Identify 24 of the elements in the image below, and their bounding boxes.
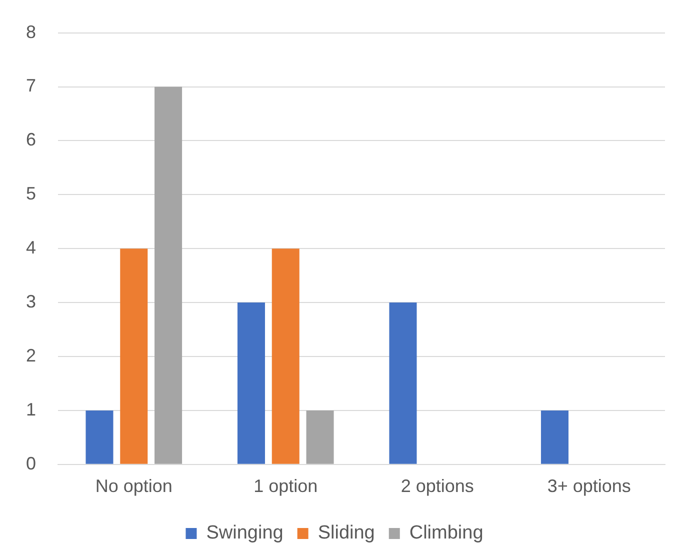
y-tick-label: 7 [26,76,36,96]
bar [154,86,182,464]
y-tick-label: 4 [26,238,36,258]
bar [86,410,114,464]
x-tick-label: 1 option [254,476,318,496]
y-tick-label: 0 [26,453,36,474]
y-tick-label: 2 [26,345,36,366]
x-tick-label: 3+ options [547,476,631,496]
legend-label: Climbing [409,522,484,544]
bar [120,248,148,464]
bar [389,302,417,464]
y-tick-label: 3 [26,292,36,312]
bar [272,248,300,464]
bar [306,410,334,464]
x-tick-label: 2 options [400,476,474,496]
legend-label: Swinging [206,522,284,544]
x-tick-label: No option [95,476,172,496]
bar [237,302,265,464]
y-tick-label: 5 [26,184,36,204]
y-tick-label: 6 [26,130,36,150]
y-tick-label: 8 [26,22,36,42]
legend-label: Sliding [318,522,375,544]
y-tick-label: 1 [26,399,36,420]
bar [540,410,568,464]
